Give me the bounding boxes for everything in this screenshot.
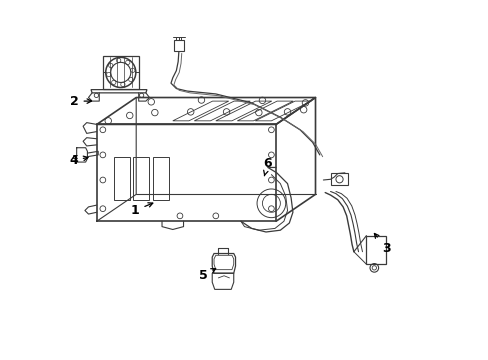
Text: 6: 6 <box>263 157 271 176</box>
Text: 2: 2 <box>70 95 91 108</box>
Text: 3: 3 <box>374 234 389 255</box>
Text: 4: 4 <box>69 154 88 167</box>
Text: 1: 1 <box>130 203 152 217</box>
Text: 5: 5 <box>199 269 215 282</box>
